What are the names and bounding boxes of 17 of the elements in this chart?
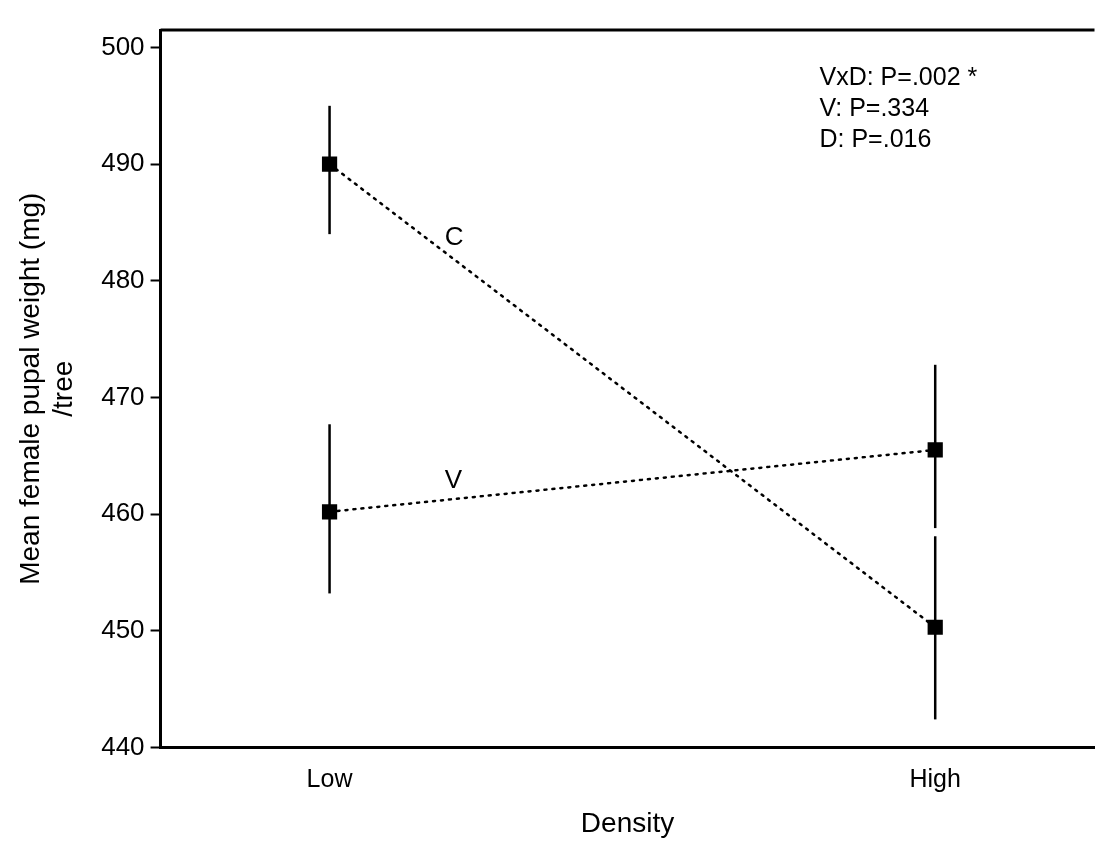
y-tick-label: 500 bbox=[101, 30, 145, 61]
annotation: V: P=.334 bbox=[819, 92, 930, 121]
point bbox=[927, 442, 943, 458]
series-label: V bbox=[444, 463, 463, 494]
x-tick-label: Low bbox=[306, 764, 354, 793]
y-tick-label: 460 bbox=[101, 497, 145, 528]
y-tick-label: 490 bbox=[101, 147, 145, 178]
x-axis-title: Density bbox=[580, 806, 675, 838]
annotation: D: P=.016 bbox=[819, 123, 932, 152]
y-tick-label: 480 bbox=[101, 263, 145, 294]
x-tick-label: High bbox=[909, 764, 961, 793]
y-axis-title: Mean female pupal weight (mg) /tree bbox=[13, 192, 79, 585]
annotation: VxD: P=.002 * bbox=[819, 61, 978, 90]
series-label: C bbox=[444, 220, 464, 251]
y-tick-label: 470 bbox=[101, 380, 145, 411]
y-tick-label: 450 bbox=[101, 613, 145, 644]
y-tick-label: 440 bbox=[101, 730, 145, 761]
